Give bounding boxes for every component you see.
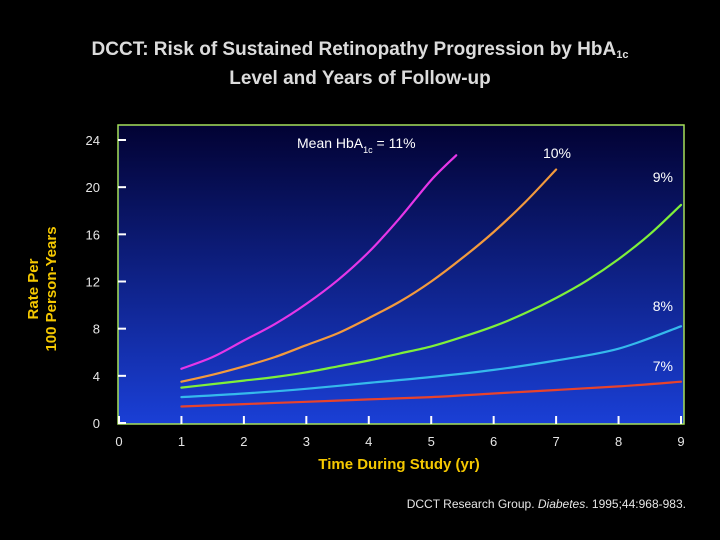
title-line1: DCCT: Risk of Sustained Retinopathy Prog… [91,39,617,60]
title-line1-subscript: 1c [616,49,629,61]
y-tick-label: 4 [93,369,100,384]
x-tick-label: 9 [677,434,684,449]
series-label-11pct: Mean HbA1c = 11% [297,135,416,155]
x-tick-label: 8 [615,434,622,449]
series-line-11pct [180,154,458,370]
series-line-7pct [180,380,683,408]
series-label-10pct: 10% [543,145,571,161]
citation-journal: Diabetes [537,497,586,511]
x-tick-label: 2 [240,434,247,449]
title-line2: Level and Years of Follow-up [229,68,491,89]
series-lines [180,154,683,408]
y-tick-label: 24 [86,133,100,148]
series-line-10pct [180,168,558,383]
y-tick-label: 16 [86,227,100,242]
x-tick-label: 4 [365,434,372,449]
series-labels: Mean HbA1c = 11% 10% 9% 8% 7% [297,135,673,374]
citation: DCCT Research Group. Diabetes. 1995;44:9… [407,497,686,511]
citation-suffix: . 1995;44:968-983. [585,497,686,511]
citation-prefix: DCCT Research Group. [406,497,538,511]
series-label-8pct: 8% [653,298,673,314]
x-tick-label: 6 [490,434,497,449]
y-tick-label: 12 [86,275,100,290]
series-line-8pct [180,325,683,399]
y-tick-label: 20 [86,180,100,195]
series-line-9pct [180,203,683,389]
chart-title: DCCT: Risk of Sustained Retinopathy Prog… [0,38,720,91]
x-axis-label: Time During Study (yr) [318,456,480,473]
series-label-9pct: 9% [653,169,673,185]
x-tick-label: 7 [552,434,559,449]
x-tick-label: 0 [115,434,122,449]
x-tick-label: 1 [178,434,185,449]
x-tick-label: 3 [303,434,310,449]
y-tick-label: 0 [93,416,100,431]
y-tick-label: 8 [93,322,100,337]
series-label-7pct: 7% [653,358,673,374]
x-tick-label: 5 [428,434,435,449]
